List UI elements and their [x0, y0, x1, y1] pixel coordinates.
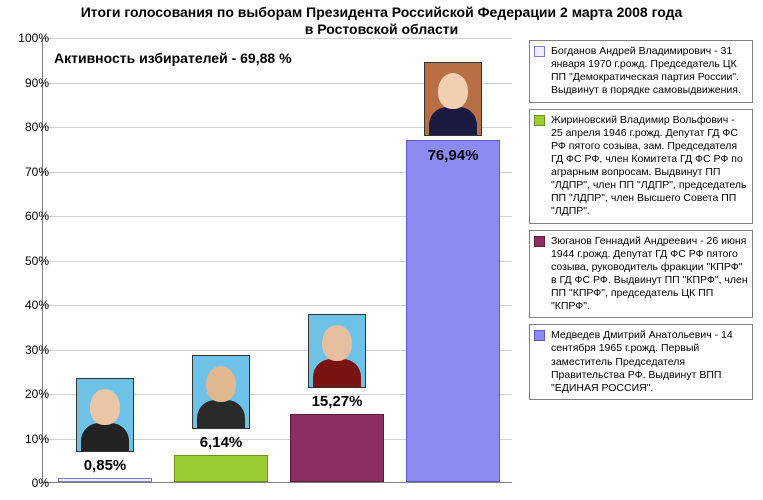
portrait-face-icon	[90, 389, 120, 425]
chart-title: Итоги голосования по выборам Президента …	[0, 0, 763, 40]
legend-swatch	[534, 236, 545, 247]
legend-text: Зюганов Геннадий Андреевич - 26 июня 194…	[551, 235, 748, 314]
y-tick-label: 70%	[11, 165, 49, 179]
portrait-body-icon	[81, 423, 129, 451]
y-tick-label: 100%	[11, 31, 49, 45]
y-tick-label: 40%	[11, 298, 49, 312]
bar: 76,94%	[406, 140, 500, 482]
bar-value-label: 6,14%	[175, 434, 267, 451]
bar: 15,27%	[290, 414, 384, 482]
plot: 0,85% 6,14% 15,27% 76,94%	[42, 38, 512, 483]
y-tick-label: 30%	[11, 343, 49, 357]
bar-value-label: 15,27%	[291, 393, 383, 410]
legend-text: Богданов Андрей Владимирович - 31 января…	[551, 45, 748, 98]
portrait-body-icon	[313, 359, 361, 387]
gridline	[43, 38, 512, 39]
legend-swatch	[534, 46, 545, 57]
legend: Богданов Андрей Владимирович - 31 января…	[525, 38, 755, 500]
legend-item: Жириновский Владимир Вольфович - 25 апре…	[529, 109, 753, 224]
candidate-portrait	[192, 355, 250, 429]
turnout-label: Активность избирателей - 69,88 %	[54, 50, 292, 66]
portrait-body-icon	[197, 400, 245, 428]
legend-item: Медведев Дмитрий Анатольевич - 14 сентяб…	[529, 324, 753, 400]
portrait-face-icon	[322, 325, 352, 361]
legend-item: Зюганов Геннадий Андреевич - 26 июня 194…	[529, 230, 753, 319]
title-line-1: Итоги голосования по выборам Президента …	[0, 4, 763, 21]
portrait-body-icon	[429, 107, 477, 135]
y-tick-label: 80%	[11, 120, 49, 134]
bar-value-label: 0,85%	[59, 457, 151, 474]
y-tick-label: 50%	[11, 254, 49, 268]
y-tick-label: 10%	[11, 432, 49, 446]
legend-item: Богданов Андрей Владимирович - 31 января…	[529, 40, 753, 103]
portrait-face-icon	[438, 73, 468, 109]
main-area: Активность избирателей - 69,88 % 0,85% 6,…	[0, 38, 763, 500]
bar: 0,85%	[58, 478, 152, 482]
candidate-portrait	[424, 62, 482, 136]
portrait-face-icon	[206, 366, 236, 402]
candidate-portrait	[308, 314, 366, 388]
y-tick-label: 90%	[11, 76, 49, 90]
y-tick-label: 0%	[11, 476, 49, 490]
legend-text: Жириновский Владимир Вольфович - 25 апре…	[551, 114, 748, 219]
legend-swatch	[534, 115, 545, 126]
y-tick-label: 60%	[11, 209, 49, 223]
bar-value-label: 76,94%	[407, 147, 499, 164]
y-tick-label: 20%	[11, 387, 49, 401]
candidate-portrait	[76, 378, 134, 452]
chart-area: Активность избирателей - 69,88 % 0,85% 6,…	[0, 38, 525, 498]
legend-swatch	[534, 330, 545, 341]
legend-text: Медведев Дмитрий Анатольевич - 14 сентяб…	[551, 329, 748, 395]
title-line-2: в Ростовской области	[0, 21, 763, 38]
bar: 6,14%	[174, 455, 268, 482]
